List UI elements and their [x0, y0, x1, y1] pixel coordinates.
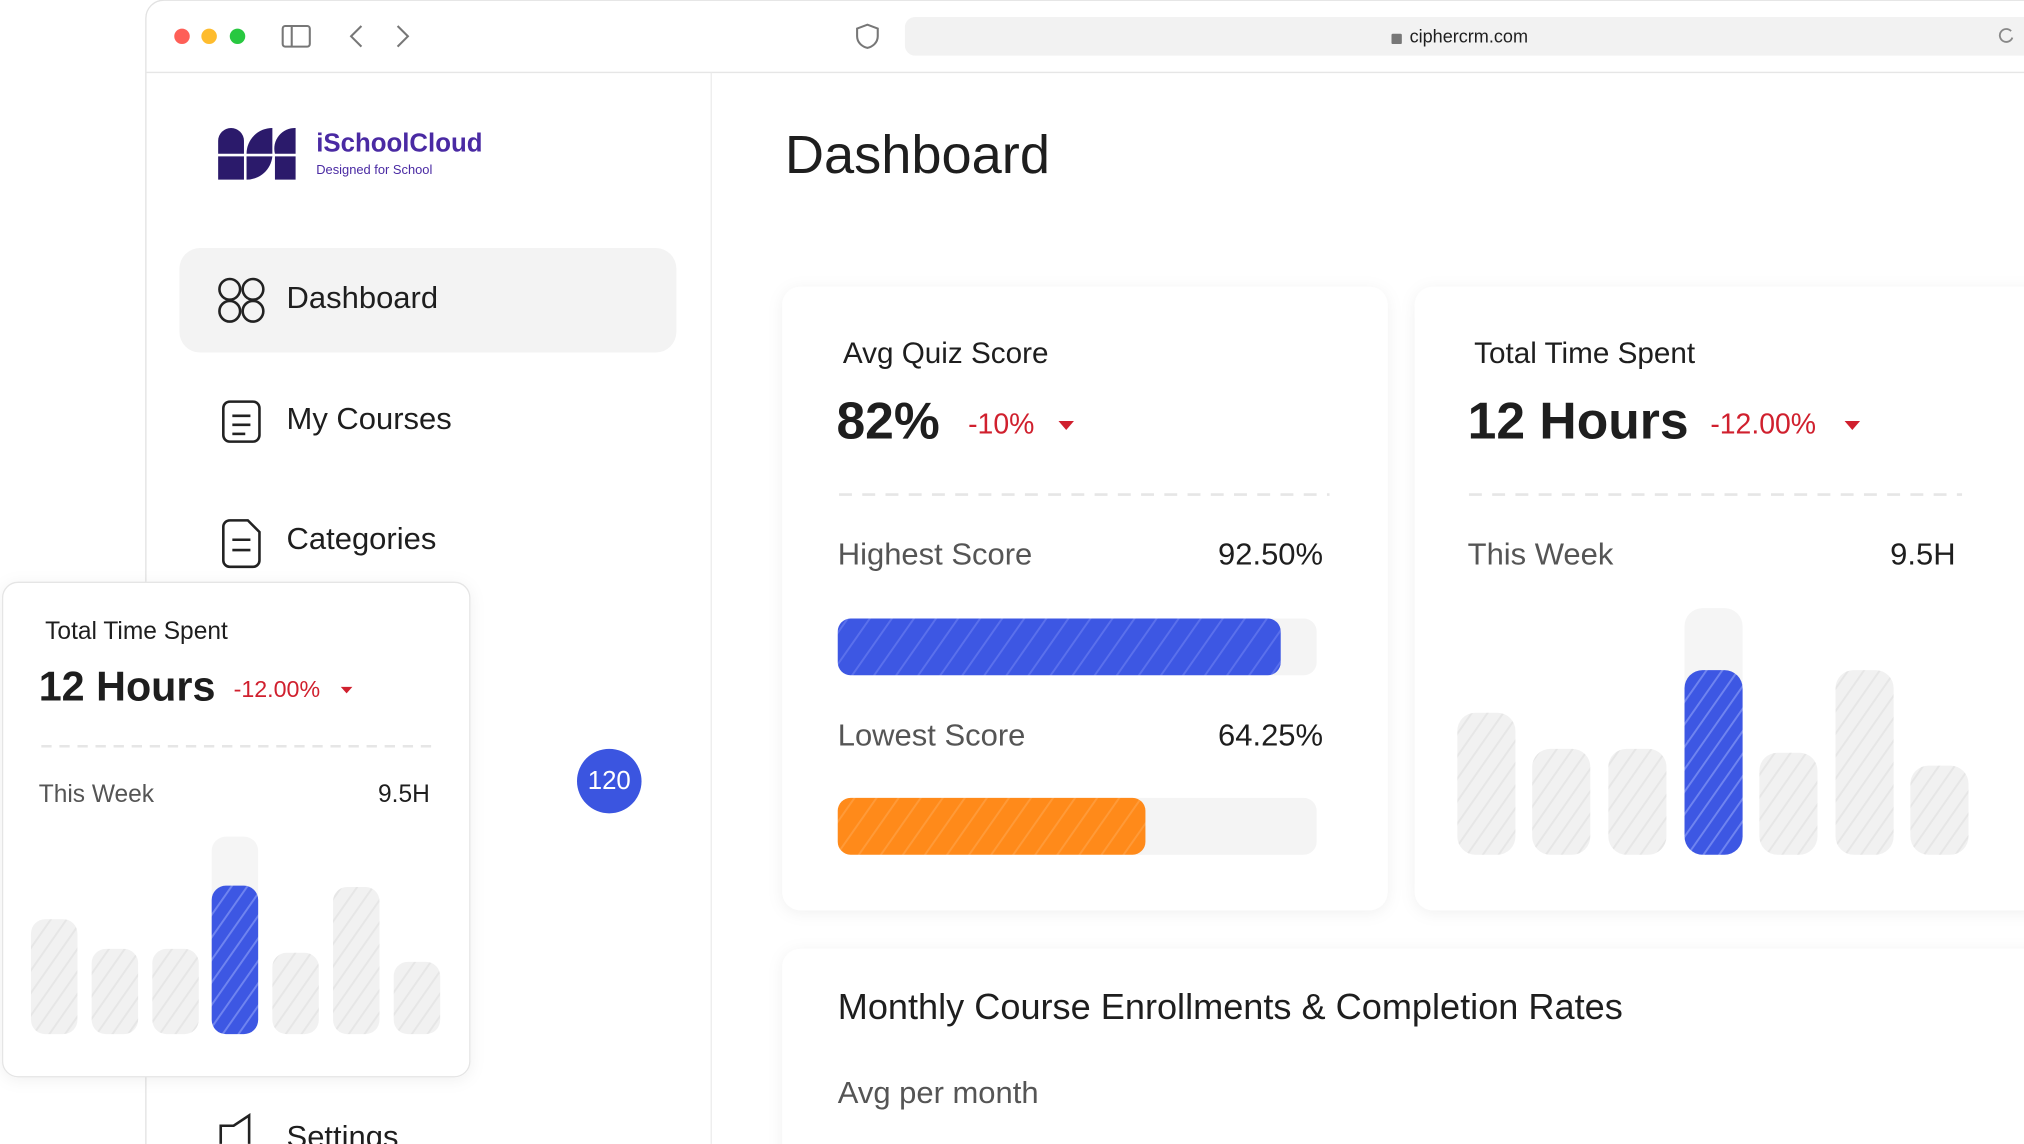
quiz-card	[782, 286, 1388, 911]
down-arrow	[1844, 420, 1861, 431]
page-heading: Dashboard	[785, 125, 1050, 185]
progress-fill	[837, 618, 1281, 676]
stat-label: Highest Score	[838, 537, 1033, 572]
card-title: Total Time Spent	[45, 618, 228, 645]
address-bar[interactable]	[904, 16, 2024, 56]
minimize-button[interactable]	[201, 28, 217, 45]
card-title: Monthly Course Enrollments & Completion …	[838, 986, 1623, 1027]
close-button[interactable]	[174, 28, 190, 45]
lock-icon	[1391, 33, 1402, 45]
stat-label: Lowest Score	[838, 717, 1026, 752]
nav-item[interactable]: Dashboard	[287, 280, 439, 315]
card-value: 82%	[836, 391, 939, 449]
brand-tagline: Designed for School	[316, 162, 432, 177]
toolbar-icons[interactable]	[281, 23, 879, 49]
weekly-bars	[1457, 608, 1969, 855]
stat-value: 9.5H	[378, 781, 430, 808]
badge	[576, 748, 642, 814]
card-value: 12 Hours	[1468, 391, 1689, 449]
stat-label: This Week	[1468, 537, 1614, 572]
url: ciphercrm.com	[1410, 26, 1528, 46]
enrollment-card	[782, 948, 2024, 1144]
nav-active-bg[interactable]	[179, 248, 677, 353]
logo-mark	[218, 127, 296, 180]
badge-count: 120	[588, 767, 631, 795]
down-arrow	[340, 686, 353, 694]
stat-value: 92.50%	[1218, 537, 1323, 572]
nav-item[interactable]: My Courses	[287, 401, 452, 436]
nav-icons	[218, 277, 265, 1144]
down-arrow	[1058, 420, 1074, 431]
nav-item[interactable]: Settings	[287, 1119, 399, 1144]
card-change: -10%	[968, 409, 1034, 441]
stat-value: 64.25%	[1218, 717, 1323, 752]
card-value: 12 Hours	[39, 663, 216, 709]
stat-label: This Week	[39, 781, 155, 808]
progress-fill	[837, 797, 1146, 855]
weekly-bars	[30, 836, 441, 1035]
card-change: -12.00%	[1710, 409, 1816, 441]
card-change: -12.00%	[234, 676, 320, 702]
card-subtitle: Avg per month	[838, 1075, 1039, 1110]
stat-value: 9.5H	[1890, 537, 1955, 572]
reload-icon[interactable]	[1998, 28, 2014, 43]
nav-item[interactable]: Categories	[287, 521, 437, 556]
maximize-button[interactable]	[229, 28, 246, 45]
card-title: Avg Quiz Score	[843, 337, 1049, 370]
brand-name: iSchoolCloud	[316, 130, 482, 158]
card-title: Total Time Spent	[1474, 337, 1696, 370]
